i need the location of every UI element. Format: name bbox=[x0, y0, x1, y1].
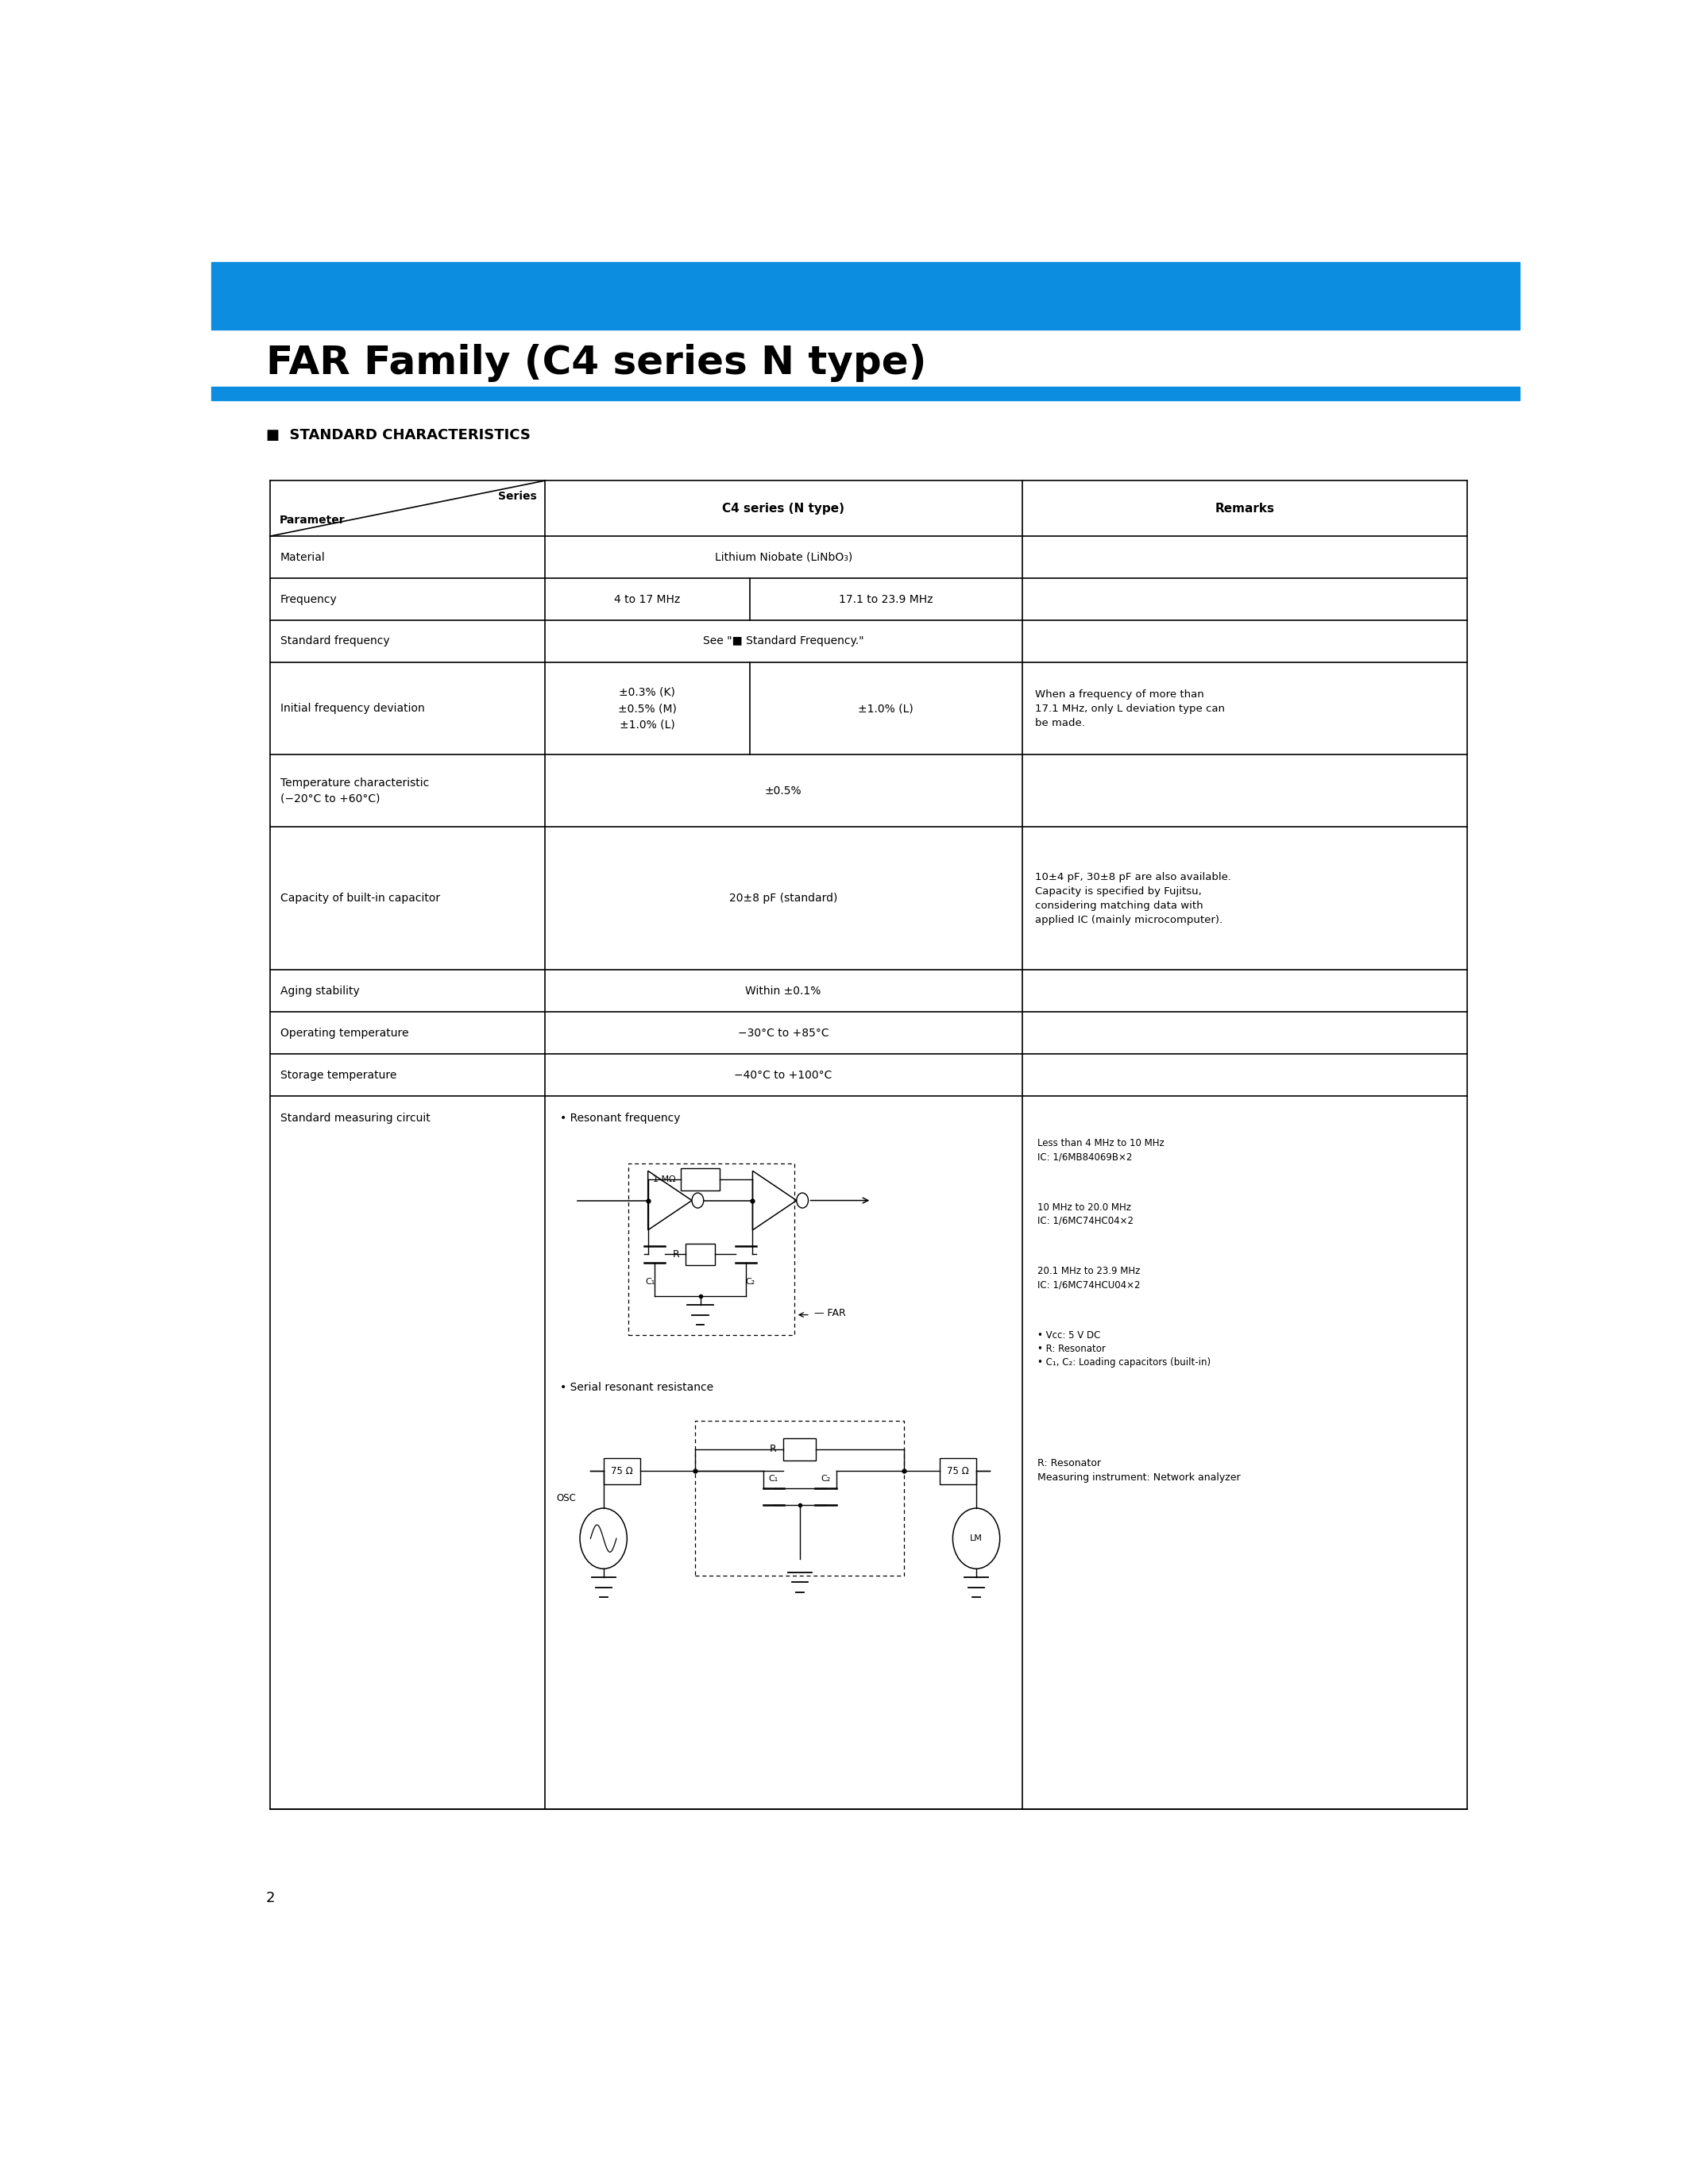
Bar bbox=[628, 1164, 795, 1334]
Text: Storage temperature: Storage temperature bbox=[280, 1070, 397, 1081]
Text: Aging stability: Aging stability bbox=[280, 985, 360, 996]
Text: Capacity of built-in capacitor: Capacity of built-in capacitor bbox=[280, 893, 441, 904]
Bar bbox=[680, 1168, 719, 1190]
Text: When a frequency of more than
17.1 MHz, only L deviation type can
be made.: When a frequency of more than 17.1 MHz, … bbox=[1035, 690, 1225, 727]
Text: 4 to 17 MHz: 4 to 17 MHz bbox=[614, 594, 680, 605]
Text: Material: Material bbox=[280, 553, 326, 563]
Text: Initial frequency deviation: Initial frequency deviation bbox=[280, 703, 425, 714]
Text: — FAR: — FAR bbox=[814, 1308, 846, 1319]
Text: • Resonant frequency: • Resonant frequency bbox=[560, 1114, 680, 1125]
Text: Standard frequency: Standard frequency bbox=[280, 636, 390, 646]
Text: Less than 4 MHz to 10 MHz
IC: 1/6MB84069B×2: Less than 4 MHz to 10 MHz IC: 1/6MB84069… bbox=[1038, 1138, 1165, 1162]
Bar bbox=[211, 387, 1519, 400]
Text: 20.1 MHz to 23.9 MHz
IC: 1/6MC74HCU04×2: 20.1 MHz to 23.9 MHz IC: 1/6MC74HCU04×2 bbox=[1038, 1267, 1141, 1291]
Text: • Vcc: 5 V DC
• R: Resonator
• C₁, C₂: Loading capacitors (built-in): • Vcc: 5 V DC • R: Resonator • C₁, C₂: L… bbox=[1038, 1330, 1210, 1367]
Text: C₂: C₂ bbox=[820, 1474, 830, 1483]
Bar bbox=[211, 262, 1519, 330]
Text: See "■ Standard Frequency.": See "■ Standard Frequency." bbox=[702, 636, 864, 646]
Text: R: R bbox=[672, 1249, 679, 1260]
Text: Parameter: Parameter bbox=[279, 515, 344, 526]
Text: C4 series (N type): C4 series (N type) bbox=[722, 502, 844, 515]
Text: Remarks: Remarks bbox=[1215, 502, 1274, 515]
Bar bbox=[685, 1243, 714, 1265]
Text: 75 Ω: 75 Ω bbox=[947, 1465, 969, 1476]
Text: Lithium Niobate (LiNbO₃): Lithium Niobate (LiNbO₃) bbox=[714, 553, 852, 563]
Text: ±1.0% (L): ±1.0% (L) bbox=[858, 703, 913, 714]
Bar bbox=[695, 1422, 905, 1575]
Text: ■  STANDARD CHARACTERISTICS: ■ STANDARD CHARACTERISTICS bbox=[267, 428, 530, 443]
Text: OSC: OSC bbox=[557, 1494, 576, 1503]
Text: Standard measuring circuit: Standard measuring circuit bbox=[280, 1114, 430, 1125]
Text: Operating temperature: Operating temperature bbox=[280, 1026, 408, 1040]
Text: C₁: C₁ bbox=[647, 1278, 655, 1286]
Text: 17.1 to 23.9 MHz: 17.1 to 23.9 MHz bbox=[839, 594, 933, 605]
Text: 20±8 pF (standard): 20±8 pF (standard) bbox=[729, 893, 837, 904]
Bar bbox=[783, 1439, 815, 1461]
Text: 2: 2 bbox=[267, 1891, 275, 1904]
Text: 1 MΩ: 1 MΩ bbox=[653, 1175, 675, 1184]
Text: −30°C to +85°C: −30°C to +85°C bbox=[738, 1026, 829, 1040]
Text: −40°C to +100°C: −40°C to +100°C bbox=[734, 1070, 832, 1081]
Text: R: R bbox=[770, 1444, 776, 1455]
Text: ±0.5%: ±0.5% bbox=[765, 786, 802, 797]
Text: FAR Family (C4 series N type): FAR Family (C4 series N type) bbox=[267, 343, 927, 382]
Text: 75 Ω: 75 Ω bbox=[611, 1465, 633, 1476]
Text: Within ±0.1%: Within ±0.1% bbox=[746, 985, 822, 996]
Text: Series: Series bbox=[498, 491, 537, 502]
Bar bbox=[604, 1457, 640, 1485]
Text: LM: LM bbox=[971, 1535, 982, 1542]
Text: R: Resonator
Measuring instrument: Network analyzer: R: Resonator Measuring instrument: Netwo… bbox=[1038, 1457, 1241, 1483]
Text: Frequency: Frequency bbox=[280, 594, 338, 605]
Text: 10 MHz to 20.0 MHz
IC: 1/6MC74HC04×2: 10 MHz to 20.0 MHz IC: 1/6MC74HC04×2 bbox=[1038, 1201, 1134, 1225]
Text: Temperature characteristic
(−20°C to +60°C): Temperature characteristic (−20°C to +60… bbox=[280, 778, 429, 804]
Text: ±0.3% (K)
±0.5% (M)
±1.0% (L): ±0.3% (K) ±0.5% (M) ±1.0% (L) bbox=[618, 686, 677, 729]
Text: 10±4 pF, 30±8 pF are also available.
Capacity is specified by Fujitsu,
consideri: 10±4 pF, 30±8 pF are also available. Cap… bbox=[1035, 871, 1231, 926]
Bar bbox=[940, 1457, 976, 1485]
Text: C₁: C₁ bbox=[768, 1474, 778, 1483]
Text: • Serial resonant resistance: • Serial resonant resistance bbox=[560, 1382, 714, 1393]
Text: C₂: C₂ bbox=[744, 1278, 755, 1286]
